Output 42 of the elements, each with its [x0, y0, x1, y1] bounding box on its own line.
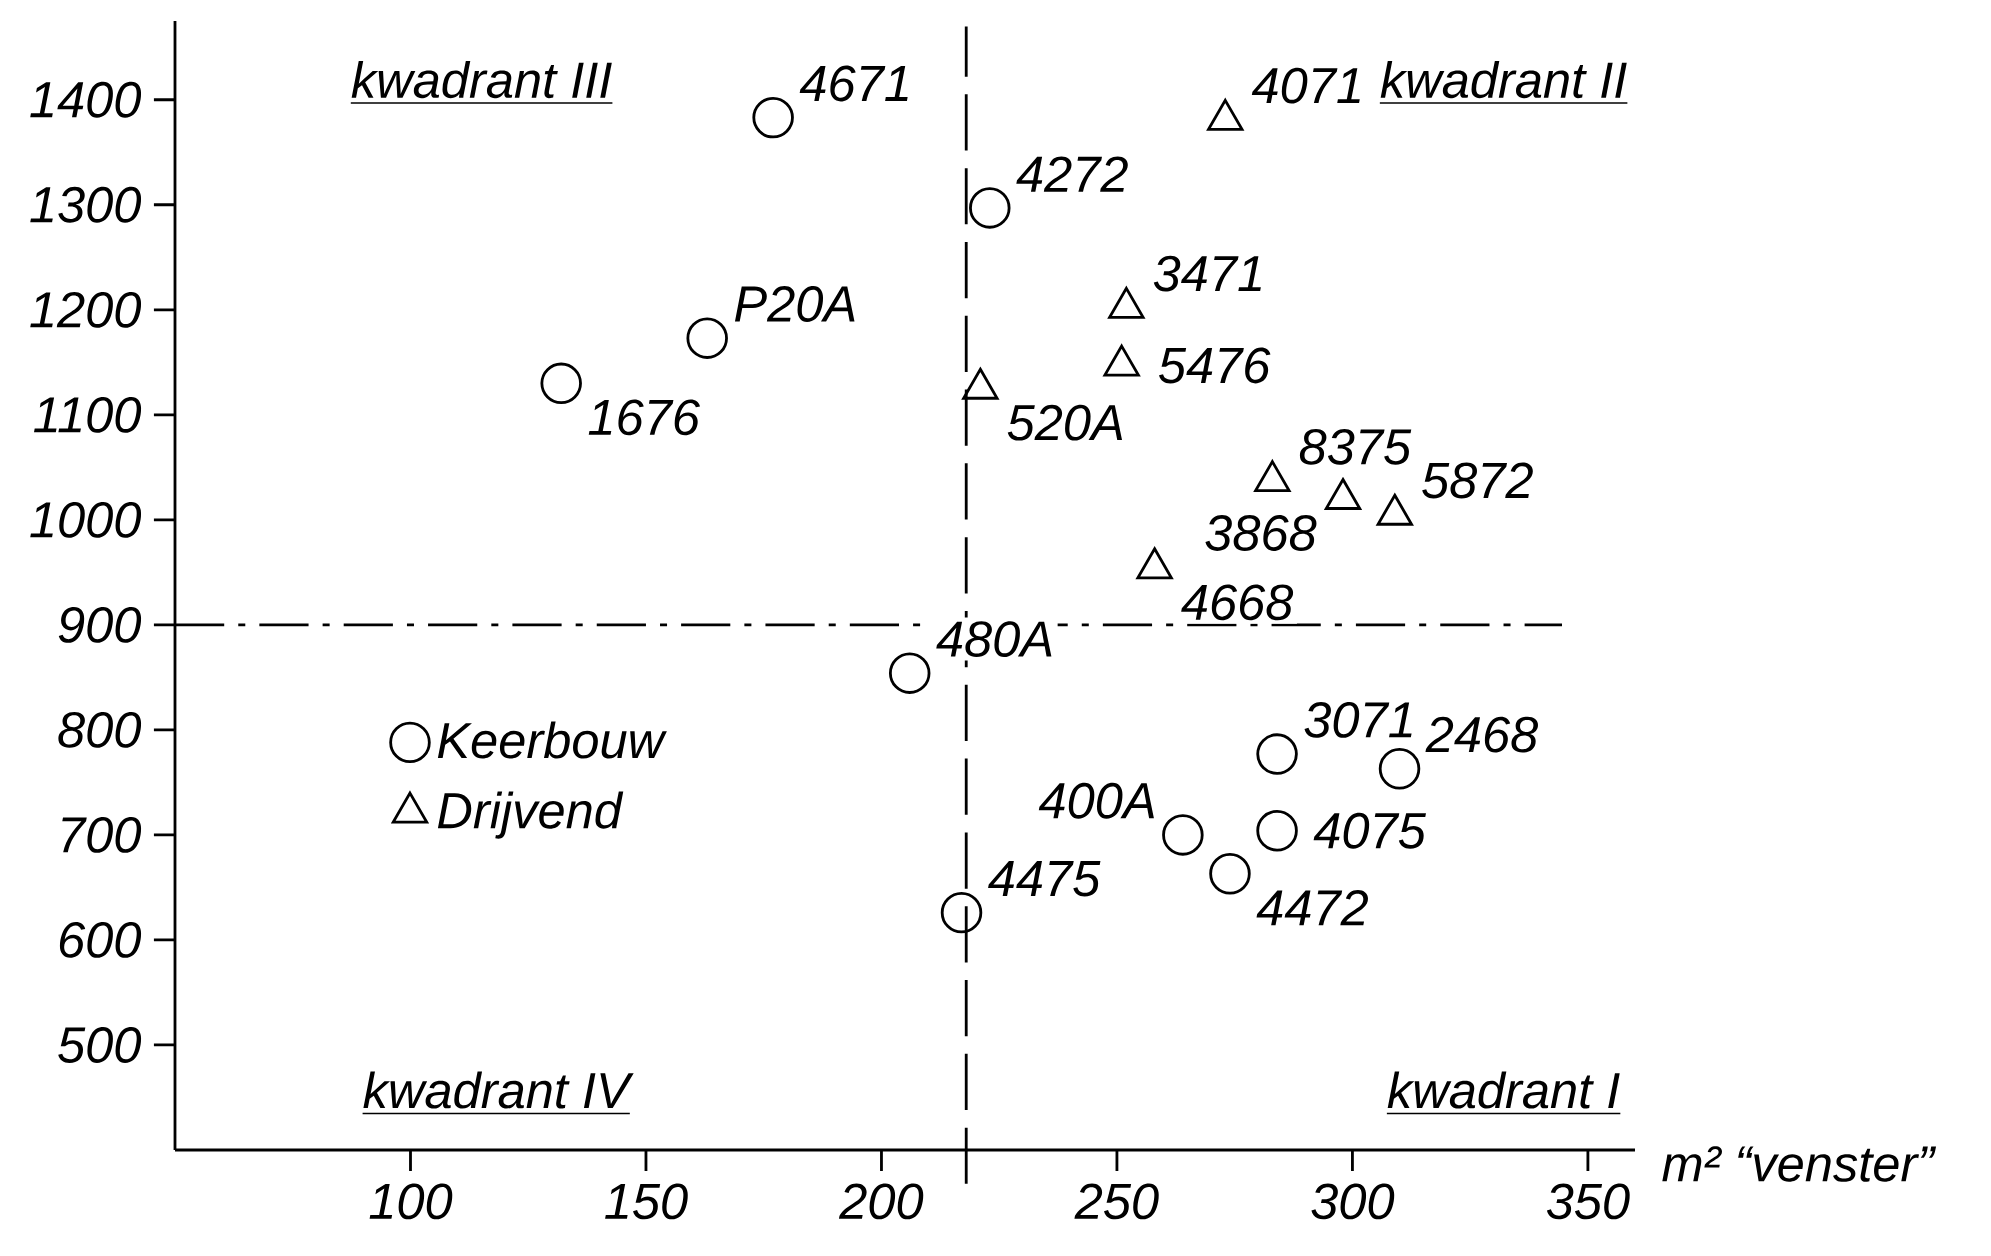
y-tick-label: 800	[58, 711, 142, 748]
y-tick-label: 1100	[33, 396, 142, 433]
x-tick-label: 250	[1074, 1183, 1159, 1220]
annotation: 4671	[799, 65, 908, 102]
annotation: 1676	[588, 399, 700, 436]
x-axis-title: m² “venster”	[1662, 1146, 1937, 1182]
annotation: 520A	[1007, 404, 1123, 441]
x-tick-label: 300	[1311, 1183, 1395, 1220]
y-tick-label: 1000	[30, 501, 142, 538]
annotation: 4475	[988, 861, 1101, 897]
annotation: 4075	[1313, 812, 1426, 849]
annotation: P20A	[734, 286, 855, 322]
y-tick-label: 700	[62, 817, 142, 853]
x-tick-label: 150	[605, 1183, 688, 1220]
x-tick-label: 200	[838, 1183, 924, 1220]
y-tick-label: 900	[58, 606, 142, 643]
y-tick-label: 500	[58, 1027, 142, 1063]
annotation: 3868	[1205, 515, 1317, 551]
legend-label: Drijvend	[437, 791, 624, 839]
annotation: 4668	[1181, 584, 1294, 621]
annotation: 5872	[1422, 462, 1533, 499]
annotation: kwadrant III	[351, 60, 612, 99]
annotation: 5476	[1159, 347, 1271, 384]
annotation: kwadrant I	[1387, 1071, 1620, 1109]
legend-label: Keerbouw	[437, 721, 667, 759]
annotation: kwadrant IV	[363, 1071, 634, 1109]
annotation: 3471	[1153, 255, 1261, 292]
x-tick-label: 100	[369, 1183, 453, 1220]
annotation: 2468	[1425, 716, 1538, 753]
annotation: 8375	[1299, 428, 1412, 465]
annotation: 3071	[1304, 702, 1412, 738]
annotation: kwadrant II	[1380, 60, 1627, 99]
x-tick-label: 350	[1546, 1183, 1630, 1220]
annotation: 480A	[936, 621, 1052, 657]
y-tick-label: 1200	[30, 291, 142, 328]
annotation: 4472	[1256, 890, 1368, 926]
y-tick-label: 1300	[30, 186, 142, 223]
y-tick-label: 600	[59, 922, 142, 958]
y-tick-label: 1400	[30, 81, 142, 118]
annotation: 4272	[1016, 156, 1128, 192]
annotation: 400A	[1038, 782, 1154, 819]
annotation: 4071	[1251, 67, 1360, 104]
